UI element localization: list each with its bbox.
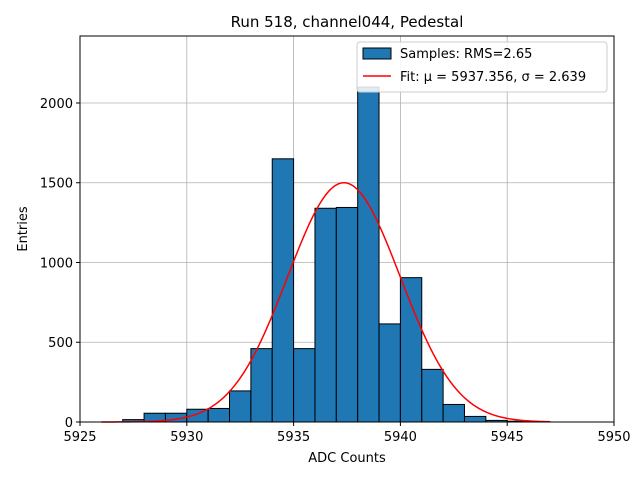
histogram-bar-11 <box>357 86 380 423</box>
histogram-bar-16 <box>463 415 487 423</box>
y-axis-label: Entries <box>16 206 31 252</box>
legend: Samples: RMS=2.65 Fit: μ = 5937.356, σ =… <box>356 41 608 93</box>
legend-samples-label: Samples: RMS=2.65 <box>400 47 532 62</box>
x-axis-label: ADC Counts <box>308 451 386 466</box>
histogram-bar-15 <box>442 403 465 423</box>
chart-title: Run 518, channel044, Pedestal <box>231 13 464 31</box>
y-tick-label-1: 500 <box>48 336 73 351</box>
y-tick-label-2: 1000 <box>40 256 73 271</box>
histogram-bar-12 <box>378 323 401 423</box>
x-tick-label-2: 5935 <box>277 430 310 445</box>
legend-fit-label: Fit: μ = 5937.356, σ = 2.639 <box>400 70 586 85</box>
y-axis-ticks: 0 500 1000 1500 2000 <box>40 97 80 431</box>
histogram-bar-14 <box>421 368 444 423</box>
fit-curve <box>101 181 550 423</box>
y-tick-label-3: 1500 <box>40 177 73 192</box>
x-tick-label-5: 5950 <box>597 430 630 445</box>
histogram-bar-13 <box>399 277 423 423</box>
x-tick-label-4: 5945 <box>491 430 524 445</box>
fit-curve-group <box>101 181 550 423</box>
histogram-bar-9 <box>314 207 337 423</box>
x-tick-label-0: 5925 <box>63 430 96 445</box>
plot-frame <box>79 35 615 423</box>
histogram-bar-10 <box>335 206 359 423</box>
y-tick-label-4: 2000 <box>40 97 73 112</box>
histogram-bar-8 <box>293 348 316 423</box>
y-tick-label-0: 0 <box>65 416 73 431</box>
x-tick-label-1: 5930 <box>170 430 203 445</box>
x-axis-ticks: 5925 5930 5935 5940 5945 5950 <box>63 422 631 445</box>
histogram-bars <box>122 86 551 423</box>
legend-box <box>356 41 608 93</box>
histogram-bar-4 <box>207 407 231 423</box>
histogram-bar-6 <box>250 348 273 423</box>
legend-samples-swatch <box>362 47 392 60</box>
x-tick-label-3: 5940 <box>384 430 417 445</box>
histogram-bar-5 <box>229 390 252 423</box>
